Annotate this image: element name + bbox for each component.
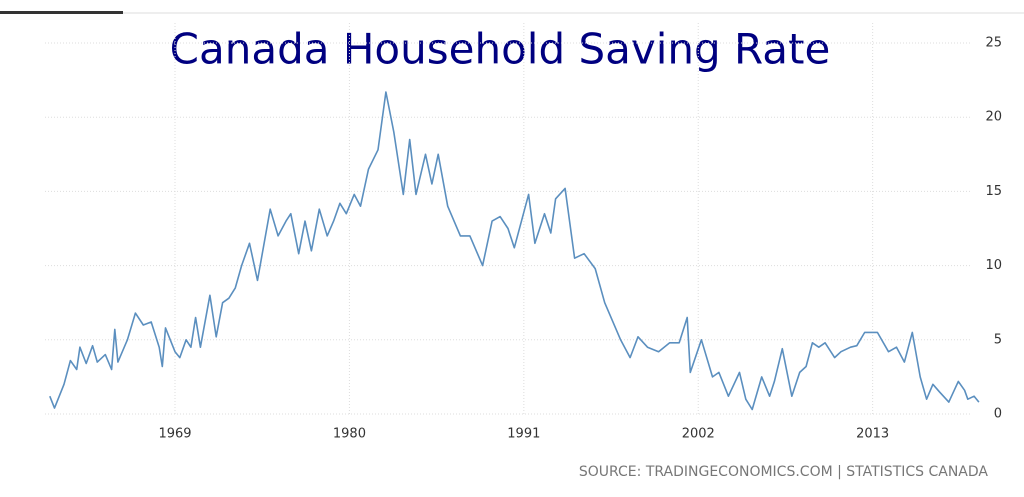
y-tick-label: 10 [985, 258, 1002, 273]
y-tick-label: 20 [985, 110, 1002, 125]
x-tick-label: 2002 [682, 427, 715, 442]
tab-bar [0, 11, 123, 14]
source: SOURCE: TRADINGECONOMICS.COM | STATISTIC… [579, 464, 989, 480]
x-tick-label: 1969 [158, 427, 191, 442]
y-tick-label: 0 [994, 407, 1002, 422]
y-tick-label: 15 [985, 184, 1002, 199]
y-tick-label: 25 [985, 36, 1002, 51]
y-tick-label: 5 [994, 332, 1002, 347]
x-tick-label: 1991 [507, 427, 540, 442]
x-tick-label: 1980 [333, 427, 366, 442]
x-tick-label: 2013 [856, 427, 889, 442]
chart-title: Canada Household Saving Rate [170, 25, 831, 74]
data-line [49, 91, 980, 411]
